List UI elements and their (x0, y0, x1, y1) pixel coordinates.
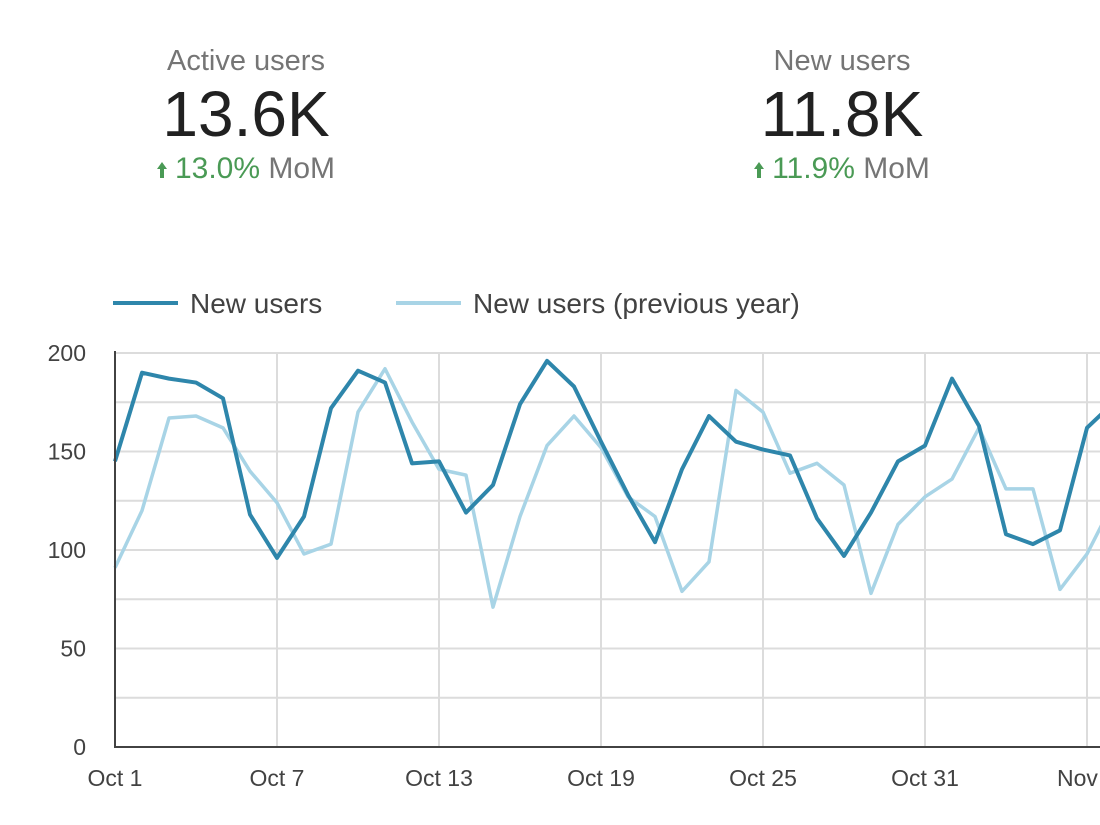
arrow-up-icon (754, 162, 765, 178)
kpi-value: 13.6K (162, 78, 330, 150)
kpi-delta: 11.9% MoM (692, 152, 992, 186)
x-tick-label: Oct 1 (88, 765, 143, 791)
kpi-value: 11.8K (760, 78, 924, 150)
series-lines (113, 358, 1100, 609)
legend-label-new-users: New users (190, 288, 322, 319)
y-axis-ticks: 0 50 100 150 200 (48, 340, 86, 760)
kpi-delta-unit: MoM (863, 152, 930, 185)
x-tick-label: Oct 19 (567, 765, 635, 791)
kpi-label: Active users (167, 45, 325, 77)
y-tick-label: 200 (48, 340, 86, 366)
y-tick-label: 150 (48, 439, 86, 465)
kpi-delta-percent: 11.9% (772, 152, 855, 185)
series-line-previous-year (113, 367, 1100, 609)
kpi-delta-percent: 13.0% (174, 152, 261, 185)
x-tick-label: Oct 31 (891, 765, 959, 791)
kpi-new-users: New users 11.8K 11.9% MoM (692, 45, 992, 186)
x-tick-label: Oct 25 (729, 765, 797, 791)
x-tick-label: Oct 7 (250, 765, 305, 791)
legend: New users New users (previous year) (113, 288, 800, 319)
x-tick-label: Oct 13 (405, 765, 473, 791)
kpi-active-users: Active users 13.6K 13.0% MoM (96, 45, 396, 186)
grid (114, 352, 1100, 748)
kpi-delta: 13.0% MoM (96, 152, 396, 186)
arrow-up-icon (156, 162, 167, 178)
series-line-new-users (113, 358, 1100, 560)
legend-label-previous-year: New users (previous year) (473, 288, 800, 319)
y-tick-label: 100 (48, 537, 86, 563)
y-tick-label: 50 (60, 636, 86, 662)
kpi-label: New users (773, 45, 911, 77)
x-tick-label: Nov 6 (1057, 765, 1100, 791)
x-axis-ticks: Oct 1 Oct 7 Oct 13 Oct 19 Oct 25 Oct 31 Nov 6 (88, 765, 1100, 791)
y-tick-label: 0 (73, 734, 86, 760)
kpi-delta-unit: MoM (268, 152, 336, 185)
